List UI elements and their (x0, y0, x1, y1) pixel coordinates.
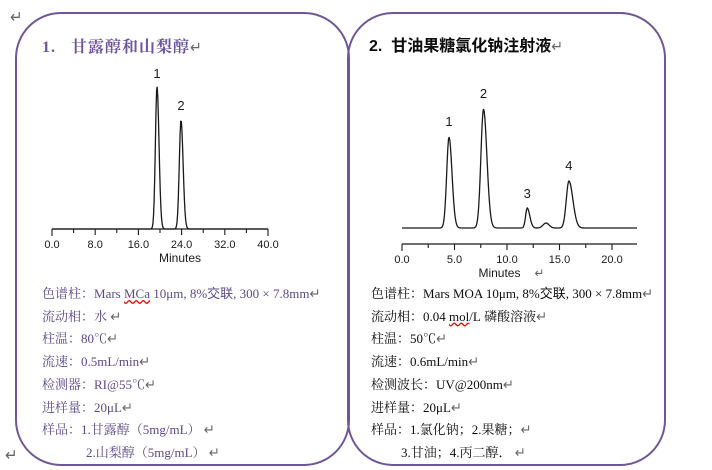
svg-text:40.0: 40.0 (257, 239, 278, 250)
svg-text:1: 1 (153, 66, 160, 81)
svg-text:24.0: 24.0 (171, 239, 192, 250)
svg-text:20.0: 20.0 (601, 254, 622, 266)
svg-text:16.0: 16.0 (128, 239, 149, 250)
svg-text:4: 4 (565, 158, 572, 173)
svg-text:32.0: 32.0 (214, 239, 235, 250)
svg-text:2: 2 (177, 98, 184, 113)
svg-text:10.0: 10.0 (496, 254, 517, 266)
svg-text:8.0: 8.0 (88, 239, 103, 250)
svg-text:2: 2 (480, 86, 487, 101)
svg-text:1: 1 (445, 114, 452, 129)
svg-text:0.0: 0.0 (394, 254, 409, 266)
svg-text:5.0: 5.0 (447, 254, 462, 266)
svg-text:15.0: 15.0 (549, 254, 570, 266)
svg-text:0.0: 0.0 (44, 239, 59, 250)
svg-text:3: 3 (524, 186, 531, 201)
